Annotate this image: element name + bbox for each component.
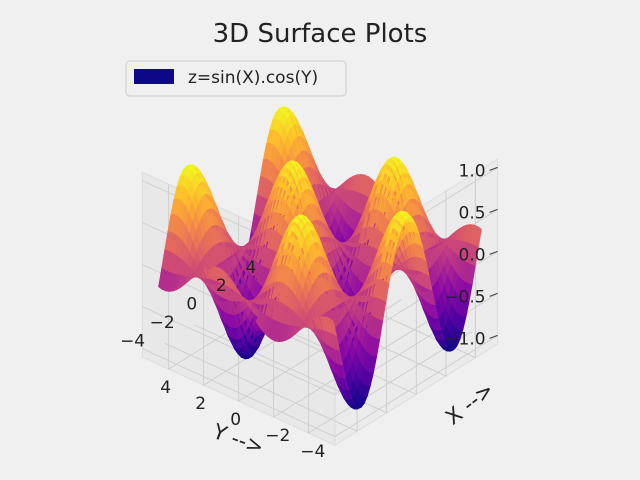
surface-facet bbox=[158, 268, 166, 290]
z-tick-label: 1.0 bbox=[459, 161, 486, 181]
z-tick-mark bbox=[489, 292, 498, 297]
y-tick-label: 0 bbox=[186, 295, 197, 315]
x-tick-label: 0 bbox=[230, 410, 241, 430]
z-tick-mark bbox=[489, 208, 498, 213]
x-tick-label: 2 bbox=[195, 394, 206, 414]
y-tick-label: −4 bbox=[120, 331, 145, 351]
surface-mesh bbox=[158, 106, 482, 410]
x-axis-label: X --> bbox=[441, 377, 498, 429]
x-tick-label: −2 bbox=[265, 426, 290, 446]
z-tick-label: −1.0 bbox=[444, 329, 485, 349]
z-tick-label: −0.5 bbox=[444, 287, 485, 307]
legend-swatch bbox=[134, 69, 174, 84]
y-tick-label: −2 bbox=[150, 313, 175, 333]
x-tick-label: 4 bbox=[160, 378, 171, 398]
legend-label: z=sin(X).cos(Y) bbox=[188, 68, 318, 88]
z-tick-label: 0.0 bbox=[459, 245, 486, 265]
x-tick-label: −4 bbox=[300, 442, 325, 462]
z-tick-mark bbox=[489, 334, 498, 339]
y-tick-label: 2 bbox=[216, 276, 227, 296]
z-tick-mark bbox=[489, 166, 498, 171]
legend: z=sin(X).cos(Y) bbox=[125, 60, 347, 97]
gridline-z bbox=[142, 334, 498, 438]
z-tick-mark bbox=[489, 250, 498, 255]
y-tick-label: 4 bbox=[245, 258, 256, 278]
legend-box bbox=[125, 60, 347, 97]
z-tick-label: 0.5 bbox=[459, 203, 486, 223]
chart-title: 3D Surface Plots bbox=[213, 19, 428, 49]
